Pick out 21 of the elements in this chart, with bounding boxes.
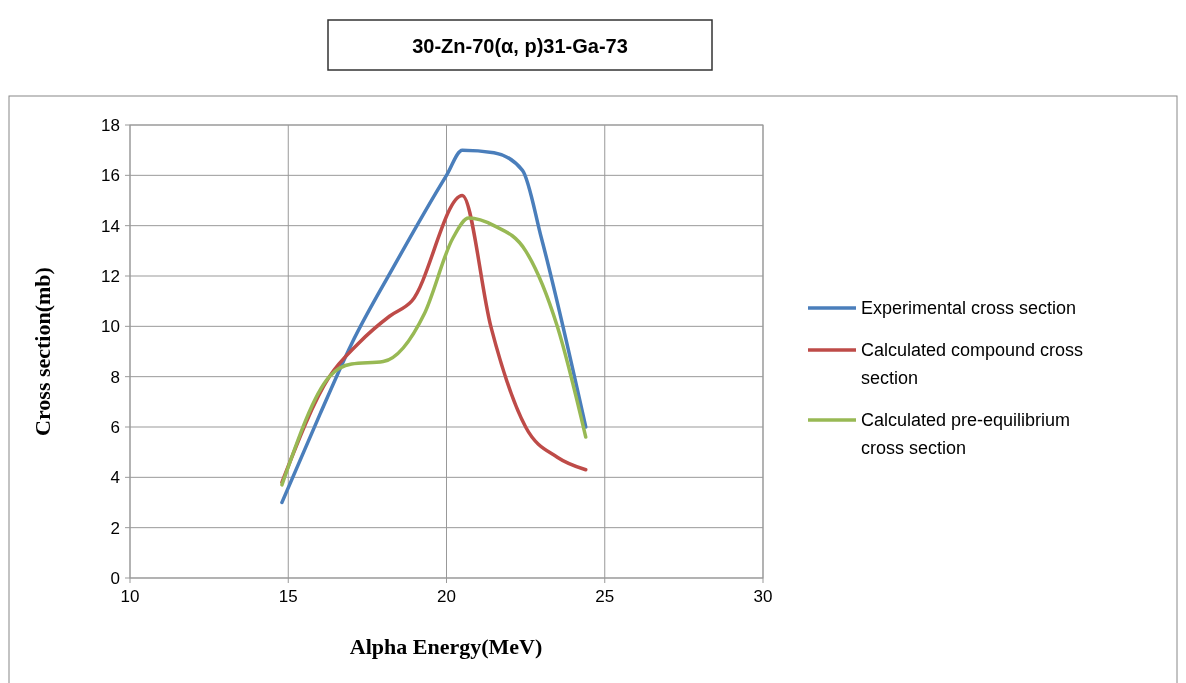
x-axis-title: Alpha Energy(MeV) bbox=[349, 634, 543, 659]
x-tick-label: 30 bbox=[753, 587, 773, 606]
y-tick-label: 12 bbox=[101, 267, 120, 286]
x-tick-label: 25 bbox=[595, 587, 615, 606]
x-tick-label: 20 bbox=[437, 587, 456, 606]
legend-label: Calculated compound cross section bbox=[861, 340, 1084, 388]
y-tick-label: 16 bbox=[101, 166, 120, 186]
x-tick-label: 15 bbox=[278, 587, 298, 606]
legend-label: Calculated pre-equilibrium cross section bbox=[861, 410, 1071, 458]
y-tick-label: 14 bbox=[101, 216, 120, 236]
y-tick-label: 0 bbox=[110, 569, 120, 588]
line-series bbox=[280, 148, 588, 505]
y-tick-label: 8 bbox=[110, 367, 120, 387]
y-tick-label: 10 bbox=[101, 317, 120, 337]
y-tick-label: 18 bbox=[101, 116, 120, 135]
chart-title: 30-Zn-70(α, p)31-Ga-73 bbox=[412, 35, 628, 57]
y-axis-title: Cross section(mb) bbox=[30, 267, 55, 436]
y-tick-label: 2 bbox=[110, 518, 120, 538]
legend-label: Experimental cross section bbox=[861, 298, 1077, 318]
y-tick-label: 6 bbox=[110, 418, 120, 437]
y-tick-label: 4 bbox=[110, 468, 120, 488]
